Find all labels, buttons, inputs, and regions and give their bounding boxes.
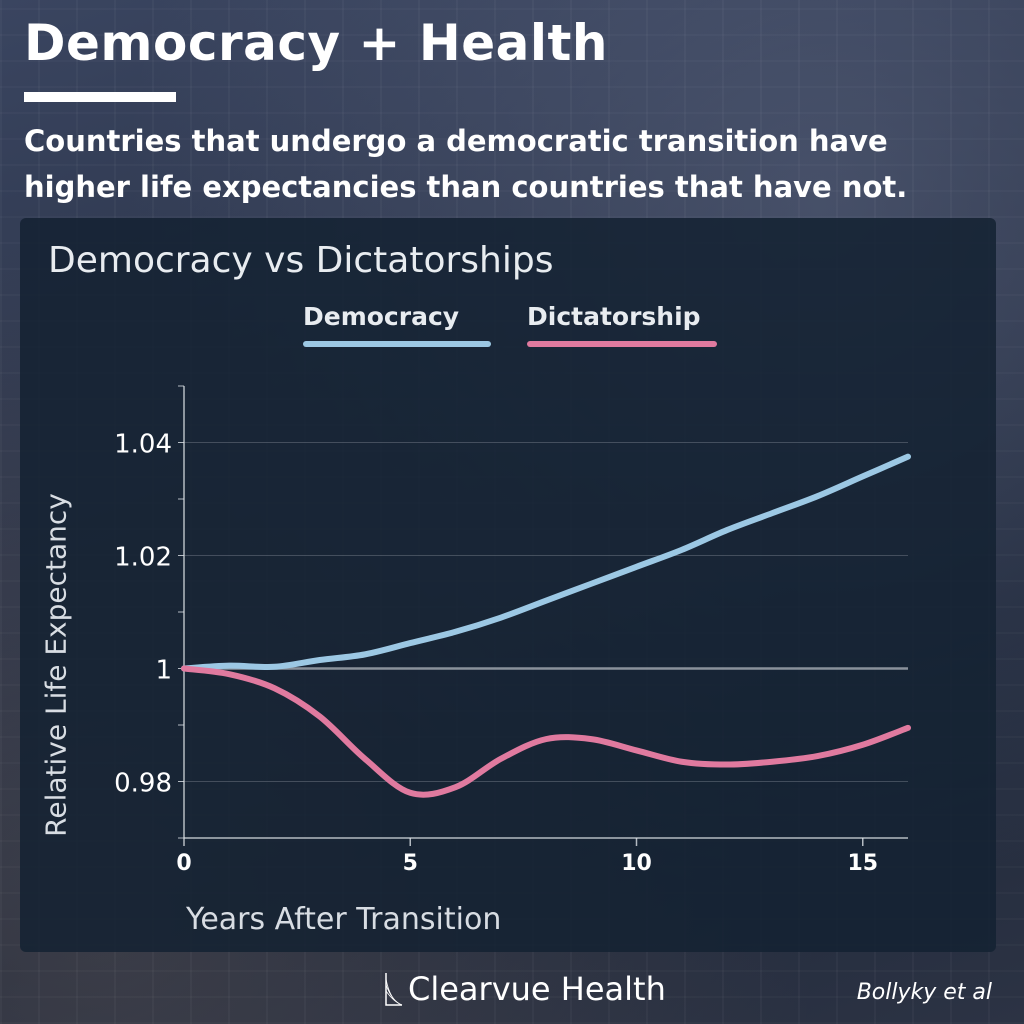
page-title: Democracy + Health xyxy=(24,14,608,72)
source-credit: Bollyky et al xyxy=(856,980,992,1005)
legend-swatch-democracy xyxy=(303,341,491,347)
x-tick-label: 0 xyxy=(176,851,191,876)
legend-label-dictatorship: Dictatorship xyxy=(527,302,701,331)
x-tick-label: 15 xyxy=(847,851,878,876)
y-tick-label: 1 xyxy=(155,656,172,686)
clearvue-mark-icon xyxy=(385,973,403,1006)
x-tick-label: 5 xyxy=(403,851,418,876)
x-tick-label: 10 xyxy=(621,851,652,876)
y-tick-label: 1.04 xyxy=(114,430,172,460)
y-axis-label: Relative Life Expectancy xyxy=(39,493,73,837)
x-axis-label: Years After Transition xyxy=(186,902,502,937)
legend-swatch-dictatorship xyxy=(527,341,717,347)
chart-title: Democracy vs Dictatorships xyxy=(48,240,554,281)
series-line-dictatorship xyxy=(181,665,911,798)
legend-item-dictatorship: Dictatorship xyxy=(527,302,717,347)
chart-panel xyxy=(20,218,996,952)
page-subtitle: Countries that undergo a democratic tran… xyxy=(24,124,908,204)
brand-logo: Clearvue Health xyxy=(384,970,666,1008)
brand-name: Clearvue Health xyxy=(408,970,666,1008)
y-tick-label: 0.98 xyxy=(114,769,172,799)
title-underline xyxy=(24,92,176,102)
series-line-democracy xyxy=(181,453,911,672)
legend-label-democracy: Democracy xyxy=(303,302,460,331)
legend-item-democracy: Democracy xyxy=(303,302,491,347)
y-tick-label: 1.02 xyxy=(114,543,172,573)
